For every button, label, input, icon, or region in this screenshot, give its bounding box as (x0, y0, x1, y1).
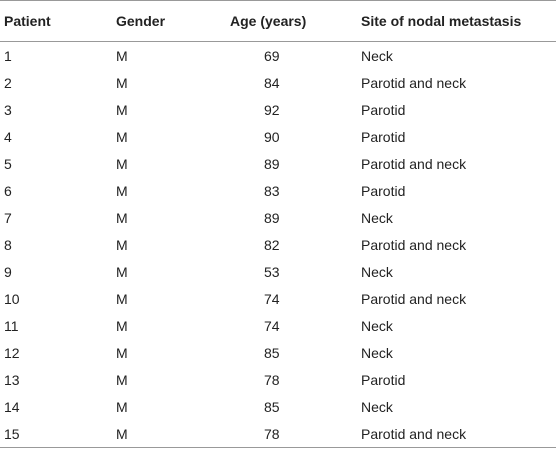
cell-gender: M (116, 101, 128, 118)
cell-gender: M (116, 420, 230, 448)
cell-gender: M (116, 398, 128, 415)
cell-gender: M (116, 236, 128, 253)
cell-patient: 9 (4, 263, 12, 280)
cell-patient: 14 (4, 398, 20, 415)
cell-site: Parotid and neck (361, 155, 467, 172)
table-row: 8 M 82 Parotid and neck (0, 231, 556, 258)
table-header: Patient Gender Age (years) Site of nodal… (0, 0, 556, 42)
table-row: 9 M 53 Neck (0, 258, 556, 285)
cell-age: 84 (264, 74, 280, 91)
cell-site: Neck (361, 344, 393, 361)
cell-gender: M (116, 263, 128, 280)
table-row: 6 M 83 Parotid (0, 177, 556, 204)
table-row: 14 M 85 Neck (0, 393, 556, 420)
cell-gender: M (116, 209, 128, 226)
cell-gender: M (116, 371, 128, 388)
table-row: 13 M 78 Parotid (0, 366, 556, 393)
cell-patient: 4 (4, 128, 12, 145)
cell-patient: 8 (4, 236, 12, 253)
cell-site: Parotid and neck (361, 74, 467, 91)
cell-gender: M (116, 317, 128, 334)
table-row: 5 M 89 Parotid and neck (0, 150, 556, 177)
cell-patient: 15 (0, 420, 116, 448)
cell-patient: 3 (4, 101, 12, 118)
cell-patient: 6 (4, 182, 12, 199)
header-row: Patient Gender Age (years) Site of nodal… (0, 0, 556, 42)
cell-patient: 13 (4, 371, 20, 388)
cell-gender: M (116, 128, 128, 145)
cell-site: Neck (361, 398, 393, 415)
table-row: 4 M 90 Parotid (0, 123, 556, 150)
cell-gender: M (116, 47, 128, 64)
cell-age: 74 (264, 317, 280, 334)
cell-site: Parotid (361, 371, 406, 388)
table-body: 1 M 69 Neck 2 M 84 Parotid and neck 3 M 92 Parotid 4… (0, 42, 556, 448)
cell-age: 90 (264, 128, 280, 145)
cell-gender: M (116, 290, 128, 307)
cell-age: 85 (264, 398, 280, 415)
cell-site: Parotid (361, 182, 406, 199)
patient-table: Patient Gender Age (years) Site of nodal… (0, 0, 556, 448)
table-row: 2 M 84 Parotid and neck (0, 69, 556, 96)
cell-patient: 7 (4, 209, 12, 226)
cell-gender: M (116, 344, 128, 361)
table-row: 7 M 89 Neck (0, 204, 556, 231)
cell-age: 74 (264, 290, 280, 307)
cell-patient: 1 (4, 47, 12, 64)
cell-patient: 5 (4, 155, 12, 172)
cell-gender: M (116, 74, 128, 91)
cell-patient: 10 (4, 290, 20, 307)
header-gender: Gender (116, 0, 230, 42)
header-site: Site of nodal metastasis (361, 0, 556, 42)
cell-patient: 2 (4, 74, 12, 91)
cell-age: 89 (264, 209, 280, 226)
table-row: 11 M 74 Neck (0, 312, 556, 339)
cell-site: Neck (361, 209, 393, 226)
table-row: 12 M 85 Neck (0, 339, 556, 366)
cell-age: 83 (264, 182, 280, 199)
table-container: Patient Gender Age (years) Site of nodal… (0, 0, 556, 448)
cell-age: 89 (264, 155, 280, 172)
cell-site: Neck (361, 263, 393, 280)
cell-age: 78 (230, 420, 361, 448)
header-age: Age (years) (230, 0, 361, 42)
cell-age: 82 (264, 236, 280, 253)
cell-gender: M (116, 182, 128, 199)
cell-gender: M (116, 155, 128, 172)
table-row: 10 M 74 Parotid and neck (0, 285, 556, 312)
cell-site: Parotid and neck (361, 236, 467, 253)
table-row: 15 M 78 Parotid and neck (0, 420, 556, 448)
table-row: 3 M 92 Parotid (0, 96, 556, 123)
table-row: 1 M 69 Neck (0, 42, 556, 70)
cell-age: 69 (264, 47, 280, 64)
cell-site: Neck (361, 47, 393, 64)
cell-site: Parotid (361, 101, 406, 118)
cell-site: Parotid and neck (361, 290, 467, 307)
cell-site: Neck (361, 317, 393, 334)
header-patient: Patient (0, 0, 116, 42)
cell-age: 78 (264, 371, 280, 388)
cell-patient: 11 (4, 317, 19, 334)
cell-site: Parotid (361, 128, 406, 145)
cell-site: Parotid and neck (361, 420, 556, 448)
cell-age: 53 (264, 263, 280, 280)
cell-patient: 12 (4, 344, 20, 361)
cell-age: 92 (264, 101, 280, 118)
cell-age: 85 (264, 344, 280, 361)
